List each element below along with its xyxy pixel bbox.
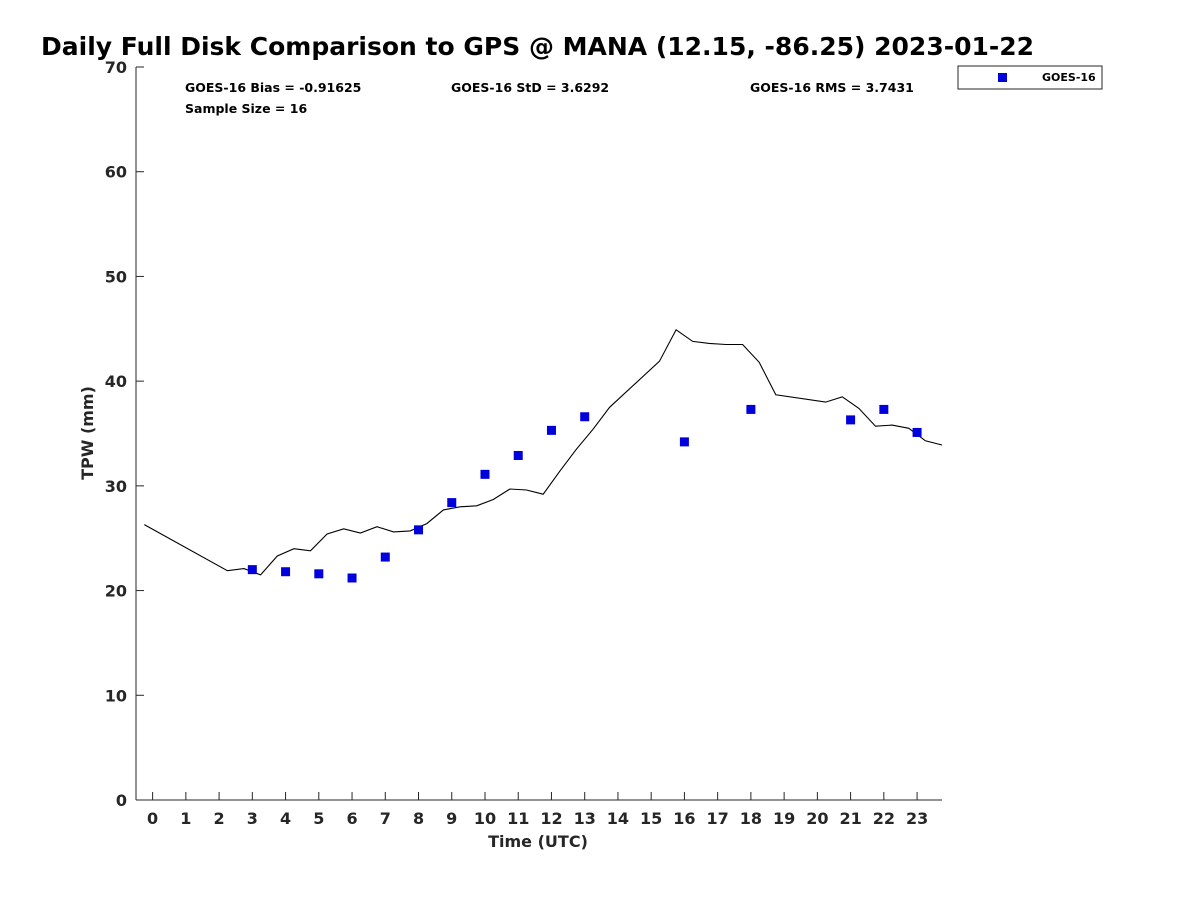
- goes16-point: [347, 573, 357, 583]
- x-tick-label: 11: [507, 809, 529, 828]
- bias-stat: GOES-16 Bias = -0.91625: [185, 80, 361, 95]
- legend-box: [957, 65, 1103, 90]
- x-tick-label: 7: [380, 809, 391, 828]
- x-tick-label: 12: [540, 809, 562, 828]
- goes16-point: [247, 565, 257, 575]
- x-tick-label: 5: [313, 809, 324, 828]
- x-tick-label: 3: [247, 809, 258, 828]
- x-tick-label: 0: [147, 809, 158, 828]
- legend-marker-goes16: [998, 73, 1007, 82]
- y-ticks: 0 10 20 30 40 50 60 70: [105, 58, 144, 810]
- legend: GOES-16: [957, 65, 1103, 90]
- gps-tpw-line: [144, 328, 943, 576]
- y-tick-label: 50: [105, 267, 127, 286]
- x-tick-label: 21: [839, 809, 861, 828]
- y-tick-label: 60: [105, 163, 127, 182]
- x-axis-label: Time (UTC): [488, 832, 588, 851]
- x-tick-label: 6: [346, 809, 357, 828]
- legend-label-goes16: GOES-16: [1042, 71, 1096, 84]
- x-tick-label: 2: [214, 809, 225, 828]
- goes16-point: [414, 525, 424, 535]
- x-tick-label: 19: [773, 809, 795, 828]
- x-tick-label: 4: [280, 809, 291, 828]
- goes16-point: [480, 469, 490, 479]
- goes16-point: [746, 404, 756, 414]
- goes16-point: [879, 404, 889, 414]
- x-tick-label: 18: [740, 809, 762, 828]
- y-tick-label: 0: [116, 791, 127, 810]
- y-axis-label: TPW (mm): [78, 386, 97, 480]
- y-tick-label: 40: [105, 372, 127, 391]
- x-tick-label: 1: [180, 809, 191, 828]
- goes16-point: [447, 498, 457, 508]
- rms-stat: GOES-16 RMS = 3.7431: [750, 80, 914, 95]
- x-ticks: 0 1 2 3 4 5 6 7 8 9 10 11 12 13 14 15 16 17 18 19 20 21 22 23: [147, 792, 928, 828]
- y-tick-label: 30: [105, 477, 127, 496]
- x-tick-label: 9: [446, 809, 457, 828]
- goes16-point: [679, 437, 689, 447]
- goes16-point: [546, 425, 556, 435]
- goes16-point: [281, 567, 291, 577]
- chart-title: Daily Full Disk Comparison to GPS @ MANA…: [41, 32, 1034, 61]
- x-tick-label: 10: [474, 809, 496, 828]
- x-tick-label: 22: [873, 809, 895, 828]
- x-tick-label: 16: [673, 809, 695, 828]
- goes16-point: [846, 415, 856, 425]
- goes16-point: [380, 552, 390, 562]
- goes16-point: [580, 412, 590, 422]
- series-layer: [144, 328, 943, 583]
- x-tick-label: 14: [607, 809, 629, 828]
- x-tick-label: 15: [640, 809, 662, 828]
- goes16-point: [513, 450, 523, 460]
- std-stat: GOES-16 StD = 3.6292: [451, 80, 609, 95]
- goes16-point: [314, 569, 324, 579]
- sample-size-stat: Sample Size = 16: [185, 101, 307, 116]
- x-tick-label: 20: [806, 809, 828, 828]
- x-tick-label: 13: [574, 809, 596, 828]
- y-tick-label: 10: [105, 686, 127, 705]
- x-tick-label: 23: [906, 809, 928, 828]
- y-tick-label: 20: [105, 582, 127, 601]
- x-tick-label: 17: [707, 809, 729, 828]
- goes16-point: [912, 427, 922, 437]
- x-tick-label: 8: [413, 809, 424, 828]
- y-tick-label: 70: [105, 58, 127, 77]
- stats-annotations: GOES-16 Bias = -0.91625 GOES-16 StD = 3.…: [185, 80, 914, 116]
